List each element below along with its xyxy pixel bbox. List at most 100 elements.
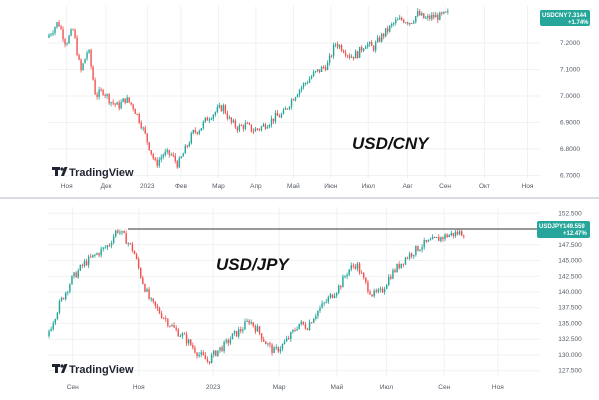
candle-body (283, 341, 286, 345)
candle-body (223, 341, 225, 352)
candle-body (204, 355, 207, 360)
y-tick-label: 6.7000 (560, 172, 580, 179)
usdcny-chart-panel: 7.2000 7.1000 7.0000 6.9000 6.8000 6.7000 Ноя… (0, 0, 599, 199)
candle-body (292, 99, 295, 101)
panel-divider (0, 197, 599, 200)
candle-body (194, 347, 196, 353)
candle-body (367, 282, 369, 292)
usdcny-price-badge: USDCNY 7.3144 +1.74% (540, 10, 590, 26)
candle-body (218, 105, 221, 108)
x-tick-label: Сен (438, 384, 450, 391)
candle-body (122, 98, 124, 103)
candle-body (133, 251, 136, 255)
candle-body (419, 249, 421, 251)
candle-body (421, 13, 423, 16)
candle-body (118, 102, 120, 109)
y-tick-label: 147.500 (558, 242, 582, 249)
x-tick-label: Сен (439, 183, 451, 190)
candle-body (447, 10, 449, 13)
candle-body (62, 29, 64, 40)
candle-body (298, 89, 301, 95)
candle-body (266, 127, 269, 129)
candle-body (344, 52, 347, 56)
candle-body (212, 114, 215, 119)
usdjpy-badge-price: 149.559 (563, 224, 585, 230)
candle-body (235, 330, 238, 337)
tradingview-logo-icon (52, 167, 68, 176)
candle-body (329, 294, 332, 298)
candle-body (348, 269, 350, 275)
candle-body (284, 108, 287, 110)
candle-body (156, 305, 159, 309)
x-tick-label: Июл (362, 183, 375, 190)
candle-body (254, 326, 257, 332)
y-tick-label: 6.8000 (560, 146, 580, 153)
candle-body (269, 343, 271, 345)
candle-body (102, 90, 104, 95)
candle-body (71, 275, 73, 285)
candle-body (56, 22, 58, 28)
candle-body (135, 254, 138, 259)
candle-body (340, 285, 342, 288)
y-tick-label: 130.000 (558, 352, 582, 359)
candle-body (152, 153, 154, 159)
candle-body (328, 55, 331, 63)
candle-body (176, 161, 178, 168)
candle-body (142, 127, 144, 129)
tradingview-logo-icon (52, 364, 68, 373)
candle-body (306, 328, 309, 330)
usdjpy-title: USD/JPY (216, 255, 290, 274)
usdcny-badge-change: +1.74% (568, 20, 589, 26)
candle-body (393, 23, 395, 25)
candle-body (192, 130, 195, 134)
candle-body (348, 55, 351, 58)
usdjpy-candles (48, 228, 465, 365)
candle-body (258, 129, 261, 131)
candle-body (411, 23, 413, 25)
candle-body (346, 55, 349, 57)
candle-body (106, 245, 109, 248)
candle-body (152, 298, 154, 302)
candle-body (364, 46, 367, 49)
candle-body (375, 290, 377, 292)
candle-body (150, 150, 152, 154)
candle-body (380, 33, 383, 42)
candle-body (327, 297, 330, 302)
candle-body (389, 25, 391, 32)
candle-body (108, 94, 110, 104)
candle-body (220, 105, 223, 112)
candle-body (212, 350, 215, 355)
candle-body (192, 345, 194, 348)
candle-body (134, 108, 136, 114)
candle-body (413, 254, 415, 257)
candle-body (278, 115, 281, 118)
usdcny-x-axis: Ноя Дек 2023 Фев Мар Апр Май Июн Июл Авг Сен Окт Ноя (61, 182, 534, 190)
candle-body (385, 28, 387, 37)
candle-body (304, 324, 307, 329)
candle-body (217, 350, 219, 356)
candle-body (276, 112, 279, 116)
candle-body (225, 340, 227, 342)
candle-body (419, 11, 421, 16)
candle-body (256, 128, 259, 130)
candle-body (406, 257, 409, 259)
candle-body (277, 347, 280, 352)
y-tick-label: 152.500 (558, 210, 582, 217)
candle-body (148, 289, 150, 299)
usdjpy-badge-bg (537, 221, 590, 238)
candle-body (425, 239, 428, 242)
candle-body (85, 261, 88, 266)
candle-body (102, 247, 104, 249)
candle-body (270, 118, 273, 125)
candle-body (323, 302, 325, 304)
candle-body (320, 66, 323, 73)
candle-body (403, 19, 405, 23)
candle-body (300, 87, 303, 90)
x-tick-label: Май (331, 383, 344, 391)
candle-body (228, 117, 231, 119)
candle-body (104, 247, 107, 249)
candle-body (250, 124, 253, 132)
candle-body (173, 325, 175, 328)
candle-body (287, 338, 290, 340)
candle-body (171, 325, 173, 327)
